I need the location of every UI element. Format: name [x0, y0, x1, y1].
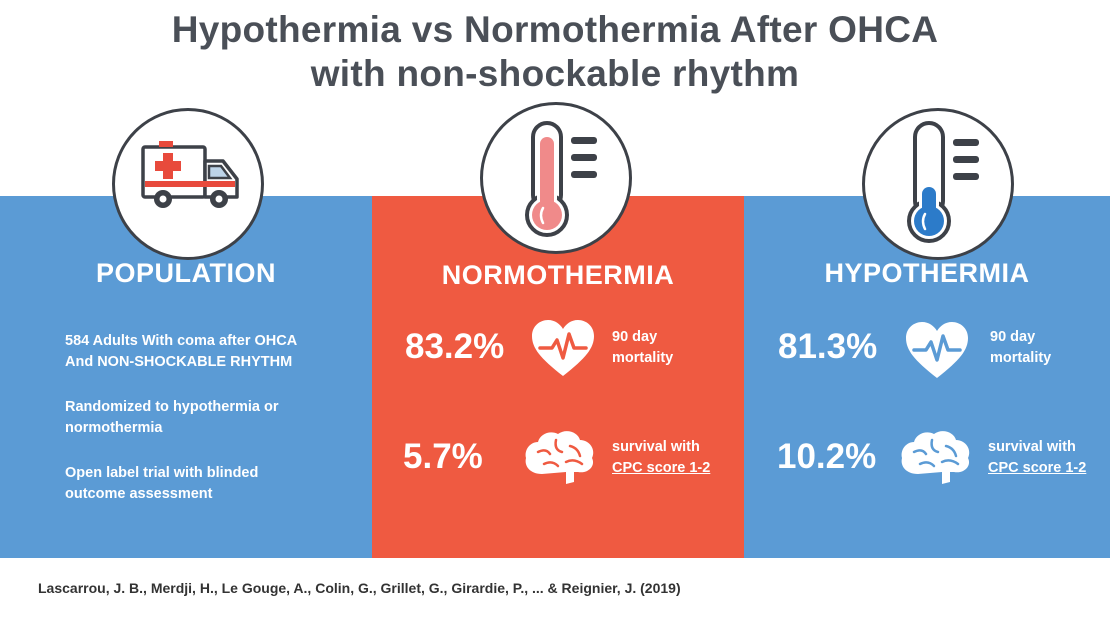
page-title: Hypothermia vs Normothermia After OHCA w…	[0, 8, 1110, 96]
hypothermia-survival-label: survival with CPC score 1-2	[988, 439, 1087, 476]
population-heading: POPULATION	[96, 258, 276, 288]
normothermia-panel	[372, 196, 744, 558]
thermometer-hot-icon	[525, 121, 597, 237]
ambulance-icon	[141, 141, 239, 208]
brain-icon	[525, 431, 594, 484]
brain-icon	[901, 431, 970, 484]
normothermia-mortality-label: 90 day mortality	[612, 329, 674, 366]
population-item-2: Randomized to hypothermia or normothermi…	[65, 399, 279, 436]
title-line-1: Hypothermia vs Normothermia After OHCA	[171, 9, 939, 50]
hypothermia-survival-value: 10.2%	[777, 437, 877, 476]
hypothermia-heading: HYPOTHERMIA	[824, 258, 1030, 288]
population-item-3: Open label trial with blinded outcome as…	[65, 465, 259, 502]
citation: Lascarrou, J. B., Merdji, H., Le Gouge, …	[38, 580, 681, 596]
heart-pulse-icon	[906, 322, 968, 378]
thermometer-cold-icon	[907, 121, 979, 243]
population-circle	[112, 108, 264, 260]
hypothermia-circle	[862, 108, 1014, 260]
population-item-1: 584 Adults With coma after OHCA And NON-…	[65, 333, 298, 370]
heart-pulse-icon	[532, 320, 594, 376]
title-line-2: with non-shockable rhythm	[310, 53, 800, 94]
hypothermia-mortality-value: 81.3%	[778, 327, 878, 366]
normothermia-survival-value: 5.7%	[403, 437, 483, 476]
normothermia-mortality-value: 83.2%	[405, 327, 505, 366]
hypothermia-mortality-label: 90 day mortality	[990, 329, 1052, 366]
normothermia-survival-label: survival with CPC score 1-2	[612, 439, 711, 476]
normothermia-heading: NORMOTHERMIA	[441, 260, 675, 290]
normothermia-circle	[480, 102, 632, 254]
